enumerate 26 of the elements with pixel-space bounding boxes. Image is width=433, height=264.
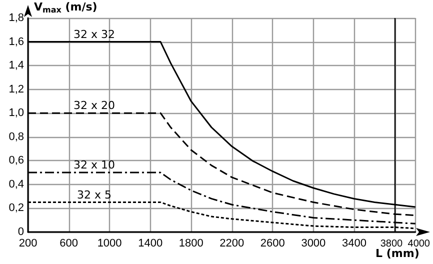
series-label: 32 x 32 bbox=[74, 28, 116, 41]
x-tick-label: 3000 bbox=[301, 238, 326, 250]
y-tick-label: 0 bbox=[18, 226, 24, 238]
series-label: 32 x 10 bbox=[74, 158, 116, 172]
y-tick-label: 1,2 bbox=[8, 83, 24, 96]
y-tick-label: 1,0 bbox=[8, 107, 24, 120]
y-tick-label: 1,4 bbox=[8, 60, 24, 72]
x-tick-label: 1800 bbox=[178, 238, 204, 250]
series-label: 32 x 20 bbox=[74, 99, 116, 112]
y-tick-label: 0,4 bbox=[8, 178, 24, 190]
x-tick-label: 1400 bbox=[138, 238, 163, 250]
x-tick-label: 600 bbox=[60, 238, 78, 250]
x-tick-label: 2600 bbox=[260, 238, 285, 250]
x-tick-label: 3400 bbox=[342, 238, 366, 250]
y-tick-label: 0,2 bbox=[8, 202, 24, 214]
y-tick-label: 0,6 bbox=[8, 154, 24, 167]
y-tick-label: 1,8 bbox=[8, 12, 24, 24]
y-tick-label: 1,6 bbox=[8, 36, 24, 48]
x-tick-label: 1000 bbox=[97, 238, 122, 250]
x-tick-label: 2200 bbox=[220, 238, 244, 250]
x-tick-label: 4000 bbox=[408, 238, 430, 250]
series-label: 32 x 5 bbox=[77, 188, 112, 202]
x-tick-label: 200 bbox=[18, 238, 38, 250]
x-tick-label: 3800 bbox=[380, 238, 404, 250]
y-tick-label: 0,8 bbox=[8, 130, 24, 143]
x-axis-title: L (mm) bbox=[376, 247, 420, 260]
